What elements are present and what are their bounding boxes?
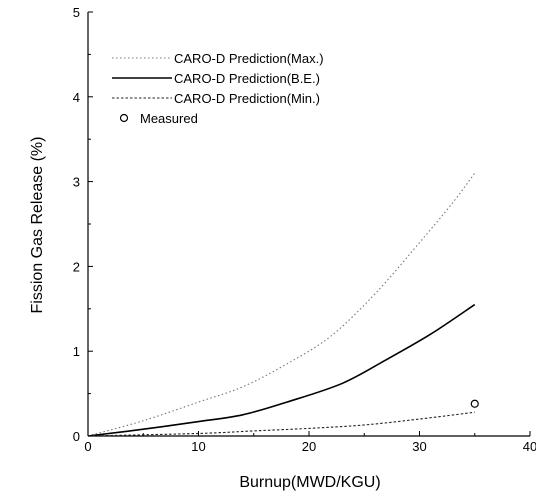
y-axis-title: Fission Gas Release (%) xyxy=(29,137,46,314)
y-tick-label: 0 xyxy=(73,429,80,444)
measured-point xyxy=(470,399,479,408)
x-axis-title: Burnup(MWD/KGU) xyxy=(239,474,380,491)
series-line-caro-d-prediction-min xyxy=(87,411,475,437)
x-tick-label: 20 xyxy=(302,439,316,454)
legend-marker-measured xyxy=(119,113,129,123)
legend: CARO-D Prediction(Max.) CARO-D Prediction… xyxy=(112,51,324,126)
x-tick-label: 40 xyxy=(523,439,536,454)
y-tick-label: 1 xyxy=(73,344,80,359)
series-layer xyxy=(87,172,479,437)
y-tick-label: 2 xyxy=(73,259,80,274)
y-tick-label: 3 xyxy=(73,175,80,190)
series-line-caro-d-prediction-b-e xyxy=(87,303,476,437)
x-axis-ticks: 0 10 20 30 40 xyxy=(84,431,536,454)
x-tick-label: 10 xyxy=(191,439,205,454)
legend-label-caro-d-prediction-max: CARO-D Prediction(Max.) xyxy=(174,51,324,66)
y-tick-label: 4 xyxy=(73,90,80,105)
y-axis-ticks: 0 1 2 3 4 5 xyxy=(73,5,93,444)
legend-label-caro-d-prediction-b-e: CARO-D Prediction(B.E.) xyxy=(174,71,320,86)
x-tick-label: 30 xyxy=(412,439,426,454)
legend-label-caro-d-prediction-min: CARO-D Prediction(Min.) xyxy=(174,91,320,106)
x-tick-label: 0 xyxy=(84,439,91,454)
series-line-caro-d-prediction-max xyxy=(87,172,476,437)
legend-label-measured: Measured xyxy=(140,111,198,126)
y-tick-label: 5 xyxy=(73,5,80,20)
